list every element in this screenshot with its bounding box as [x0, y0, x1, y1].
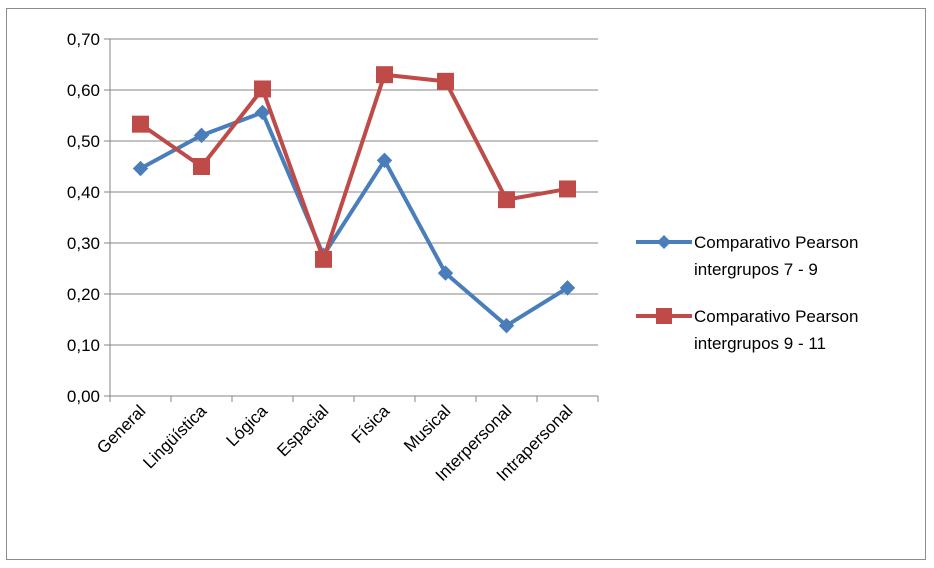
x-tick-label: Lógica [222, 401, 271, 450]
data-point-square [132, 115, 149, 133]
gridlines [110, 38, 598, 346]
x-tick-label: Musical [400, 401, 454, 455]
y-tick-label: 0,70 [67, 30, 100, 49]
data-point-diamond [498, 317, 515, 334]
legend-label: Comparativo Pearson [694, 233, 858, 252]
series-group [132, 66, 576, 334]
x-tick-label: Lingüística [139, 401, 210, 472]
data-point-square [254, 80, 271, 98]
x-tick-label: Espacial [273, 401, 332, 460]
y-tick-label: 0,60 [67, 81, 100, 100]
data-point-diamond [437, 265, 454, 281]
data-point-diamond [559, 280, 576, 296]
legend: Comparativo Pearson intergrupos 7 - 9 Comp… [636, 233, 858, 353]
data-point-diamond [376, 152, 393, 169]
legend-label: Comparativo Pearson [694, 307, 858, 326]
data-point-square [559, 180, 576, 198]
legend-marker-square [656, 308, 672, 324]
y-tick-label: 0,10 [67, 336, 100, 355]
data-point-square [193, 158, 210, 175]
y-tick-label: 0,20 [67, 285, 100, 304]
axes [104, 38, 599, 402]
x-tick-label: Física [348, 401, 394, 447]
data-point-square [437, 72, 454, 90]
chart-area [6, 8, 926, 560]
legend-label: intergrupos 9 - 11 [694, 334, 826, 353]
data-point-diamond [193, 127, 210, 144]
series-line-1 [139, 110, 569, 328]
y-tick-label: 0,00 [67, 387, 100, 406]
y-tick-label: 0,30 [67, 234, 100, 253]
legend-marker-diamond [657, 235, 671, 249]
series-line-2 [139, 72, 568, 262]
legend-label: intergrupos 7 - 9 [694, 260, 818, 279]
data-point-square [315, 250, 332, 268]
y-tick-label: 0,50 [67, 132, 100, 151]
data-point-square [376, 66, 393, 84]
x-tick-label: General [93, 401, 149, 457]
data-point-diamond [254, 104, 271, 121]
y-tick-label: 0,40 [67, 183, 100, 202]
data-point-square [498, 191, 515, 209]
data-point-diamond [132, 160, 149, 177]
